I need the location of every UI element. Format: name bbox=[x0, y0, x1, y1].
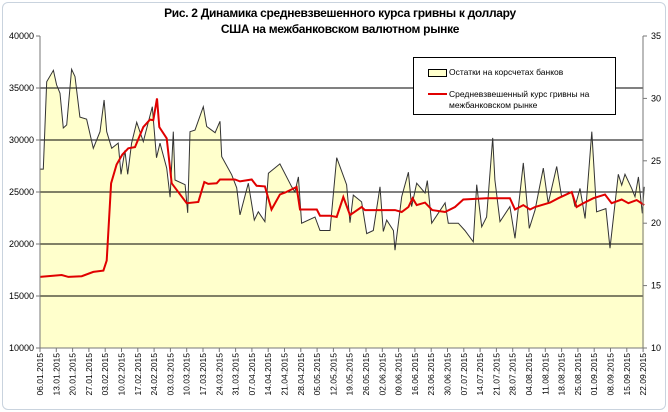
x-tick-label: 20.01.2015 bbox=[68, 353, 78, 396]
y-right-tick-label: 35 bbox=[651, 31, 661, 41]
x-tick-label: 14.04.2015 bbox=[263, 353, 273, 396]
x-tick-label: 07.04.2015 bbox=[247, 353, 257, 396]
rate-line bbox=[39, 98, 645, 278]
x-tick-label: 10.02.2015 bbox=[117, 353, 127, 396]
x-tick-label: 22.09.2015 bbox=[638, 353, 648, 396]
x-tick-label: 17.03.2015 bbox=[198, 353, 208, 396]
y-left-tick-label: 15000 bbox=[9, 291, 34, 301]
legend-swatch-area bbox=[428, 69, 447, 77]
y-left-tick-label: 40000 bbox=[9, 31, 34, 41]
x-tick-label: 09.06.2015 bbox=[394, 353, 404, 396]
y-right-tick-label: 15 bbox=[651, 281, 661, 291]
y-left-tick-label: 35000 bbox=[9, 83, 34, 93]
x-tick-label: 19.05.2015 bbox=[345, 353, 355, 396]
y-left-tick-label: 20000 bbox=[9, 239, 34, 249]
x-tick-label: 25.08.2015 bbox=[573, 353, 583, 396]
x-tick-label: 23.06.2015 bbox=[426, 353, 436, 396]
x-tick-label: 28.07.2015 bbox=[508, 353, 518, 396]
x-tick-label: 01.09.2015 bbox=[589, 353, 599, 396]
x-tick-label: 21.07.2015 bbox=[491, 353, 501, 396]
legend-swatch-line bbox=[428, 93, 447, 95]
y-right-tick-label: 30 bbox=[651, 93, 661, 103]
x-tick-label: 07.07.2015 bbox=[459, 353, 469, 396]
x-tick-label: 12.05.2015 bbox=[328, 353, 338, 396]
y-right-tick-label: 20 bbox=[651, 218, 661, 228]
legend-item-reserves: Остатки на корсчетах банков bbox=[428, 67, 563, 77]
x-tick-label: 30.06.2015 bbox=[443, 353, 453, 396]
x-tick-label: 28.04.2015 bbox=[296, 353, 306, 396]
x-tick-label: 16.06.2015 bbox=[410, 353, 420, 396]
y-right-tick-label: 10 bbox=[651, 343, 661, 353]
y-left-tick-label: 30000 bbox=[9, 135, 34, 145]
x-tick-label: 17.02.2015 bbox=[133, 353, 143, 396]
legend-label: Средневзвешенный курс гривны на межбанко… bbox=[449, 89, 590, 110]
legend-label: Остатки на корсчетах банков bbox=[449, 67, 564, 77]
x-tick-label: 24.03.2015 bbox=[214, 353, 224, 396]
x-tick-label: 14.07.2015 bbox=[475, 353, 485, 396]
x-tick-label: 11.08.2015 bbox=[540, 353, 550, 395]
x-tick-label: 08.09.2015 bbox=[606, 353, 616, 396]
x-tick-label: 03.02.2015 bbox=[100, 353, 110, 396]
chart-title: Рис. 2 Динамика средневзвешенного курса … bbox=[164, 6, 516, 36]
x-tick-label: 02.06.2015 bbox=[377, 353, 387, 396]
x-tick-label: 24.02.2015 bbox=[149, 353, 159, 396]
x-tick-label: 13.01.2015 bbox=[51, 353, 61, 396]
x-tick-label: 10.03.2015 bbox=[182, 353, 192, 396]
y-left-tick-label: 10000 bbox=[9, 343, 34, 353]
x-tick-label: 18.08.2015 bbox=[557, 353, 567, 396]
reserves-line bbox=[40, 67, 645, 251]
x-tick-label: 06.01.2015 bbox=[35, 353, 45, 396]
x-tick-label: 31.03.2015 bbox=[231, 353, 241, 396]
x-tick-label: 27.01.2015 bbox=[84, 353, 94, 396]
x-tick-label: 03.03.2015 bbox=[165, 353, 175, 396]
legend: Остатки на корсчетах банков Средневзвеше… bbox=[413, 57, 616, 115]
y-left-tick-label: 25000 bbox=[9, 187, 34, 197]
x-tick-label: 21.04.2015 bbox=[280, 353, 290, 396]
y-right-tick-label: 25 bbox=[651, 156, 661, 166]
x-tick-label: 15.09.2015 bbox=[622, 353, 632, 396]
x-tick-label: 26.05.2015 bbox=[361, 353, 371, 396]
x-tick-label: 05.05.2015 bbox=[312, 353, 322, 396]
legend-item-rate: Средневзвешенный курс гривны на межбанко… bbox=[428, 89, 608, 111]
x-tick-label: 04.08.2015 bbox=[524, 353, 534, 396]
reserves-area bbox=[40, 69, 645, 349]
